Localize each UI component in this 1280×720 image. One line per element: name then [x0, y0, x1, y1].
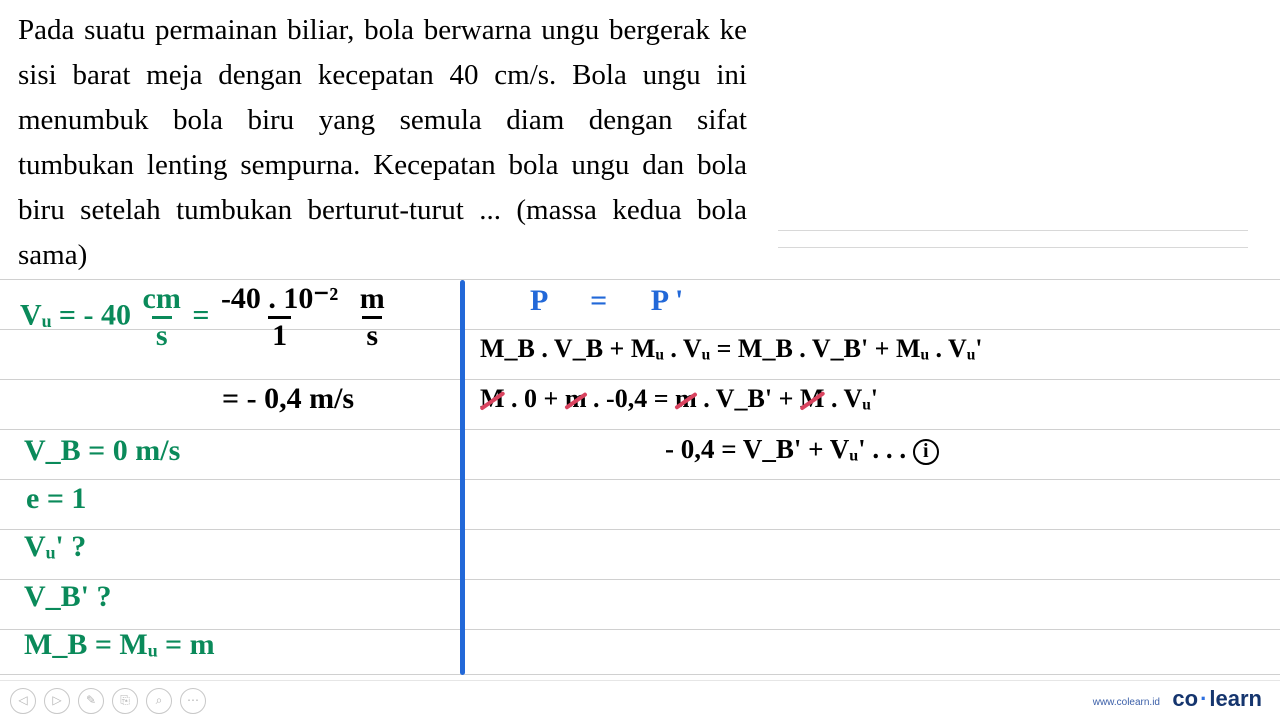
player-footer: ◁ ▷ ✎ ⎘ ⌕ ⋯: [0, 680, 1280, 720]
momentum-header: P = P ': [530, 284, 683, 318]
prev-button[interactable]: ◁: [10, 688, 36, 714]
copy-button[interactable]: ⎘: [112, 688, 138, 714]
eq-marker-1-icon: i: [913, 439, 939, 465]
thin-rule-1: [778, 230, 1248, 231]
momentum-eq: M_B . V_B + Mᵤ . Vᵤ = M_B . V_B' + Mᵤ . …: [480, 334, 982, 364]
given-e: e = 1: [26, 482, 86, 516]
brand-logo: co·learn: [1172, 686, 1262, 712]
next-button[interactable]: ▷: [44, 688, 70, 714]
rule-line: [0, 674, 1280, 675]
vu-converted: = - 0,4 m/s: [222, 382, 354, 416]
brand-url: www.colearn.id: [1093, 697, 1160, 708]
thin-rule-2: [778, 247, 1248, 248]
rule-line: [0, 529, 1280, 530]
pen-button[interactable]: ✎: [78, 688, 104, 714]
find-vb: V_B' ?: [24, 580, 112, 614]
find-vu: Vᵤ' ?: [24, 530, 86, 564]
zoom-button[interactable]: ⌕: [146, 688, 172, 714]
given-mass: M_B = Mᵤ = m: [24, 628, 215, 662]
result-eq1: - 0,4 = V_B' + Vᵤ' . . . i: [665, 434, 939, 465]
rule-line: [0, 479, 1280, 480]
given-vb: V_B = 0 m/s: [24, 434, 180, 468]
notebook-area: Vᵤ = - 40 cm s = -40 . 10⁻² 1 m s = - 0,…: [0, 262, 1280, 672]
rule-line: [0, 279, 1280, 280]
momentum-sub: M . 0 + m . -0,4 = m . V_B' + M . Vᵤ': [480, 384, 878, 414]
rule-line: [0, 429, 1280, 430]
rule-line: [0, 579, 1280, 580]
problem-text: Pada suatu permainan biliar, bola berwar…: [0, 0, 765, 286]
more-button[interactable]: ⋯: [180, 688, 206, 714]
vertical-divider: [460, 280, 465, 675]
rule-line: [0, 379, 1280, 380]
given-vu: Vᵤ = - 40 cm s = -40 . 10⁻² 1 m s: [20, 284, 389, 351]
